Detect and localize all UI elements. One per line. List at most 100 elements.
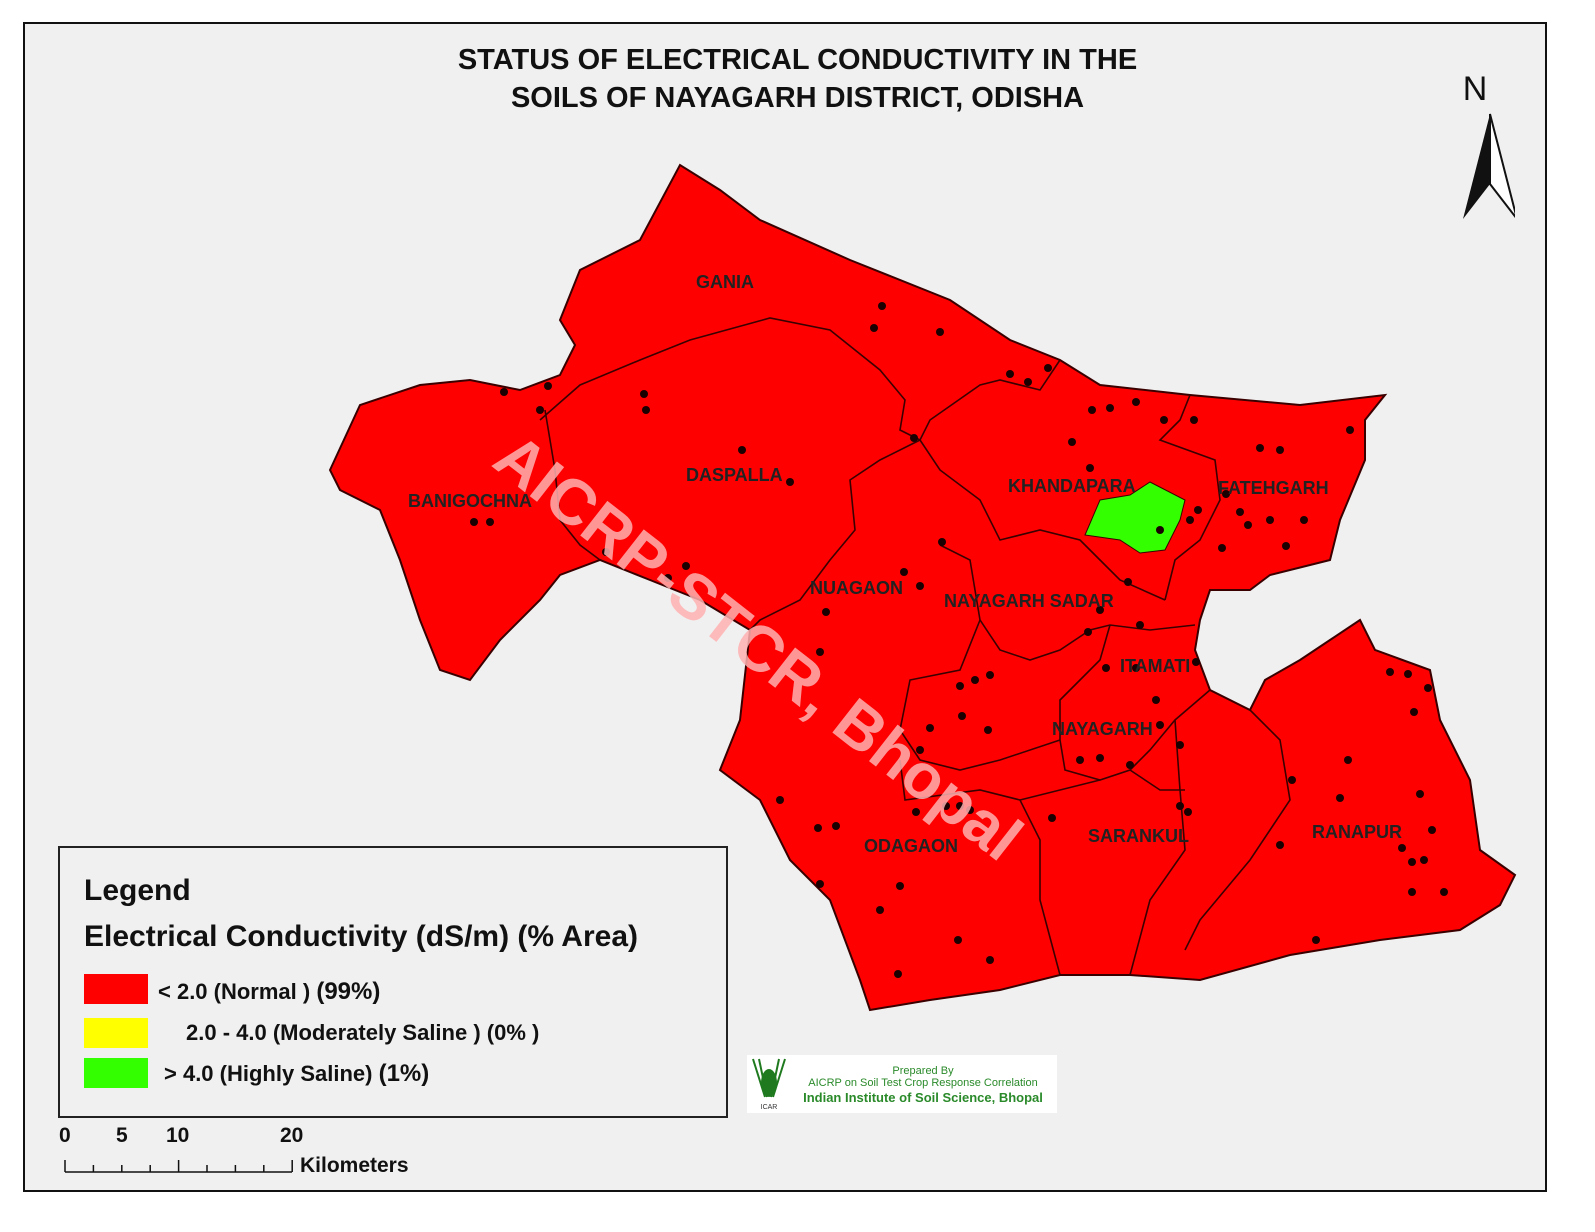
- sample-point: [1152, 696, 1160, 704]
- map-title-line1: STATUS OF ELECTRICAL CONDUCTIVITY IN THE: [457, 44, 1138, 76]
- sample-point: [1136, 621, 1144, 629]
- sample-point: [1440, 888, 1448, 896]
- block-label: FATEHGARH: [1218, 478, 1329, 498]
- block-label: ODAGAON: [864, 836, 958, 856]
- scale-tick-5: 5: [116, 1124, 128, 1147]
- legend-heading: Legend: [84, 874, 191, 907]
- sample-point: [822, 608, 830, 616]
- sample-point: [1024, 378, 1032, 386]
- sample-point: [1160, 416, 1168, 424]
- svg-text:ICAR: ICAR: [761, 1104, 778, 1111]
- sample-point: [1132, 664, 1140, 672]
- sample-point: [870, 324, 878, 332]
- legend-label-normal: < 2.0 (Normal ) (99%): [158, 978, 381, 1005]
- sample-point: [1156, 721, 1164, 729]
- sample-point: [1190, 416, 1198, 424]
- sample-point: [640, 390, 648, 398]
- sample-point: [1300, 516, 1308, 524]
- sample-point: [832, 822, 840, 830]
- sample-point: [1398, 844, 1406, 852]
- sample-point: [776, 796, 784, 804]
- block-label: NAYAGARH SADAR: [944, 591, 1114, 611]
- sample-point: [1420, 856, 1428, 864]
- sample-point: [738, 446, 746, 454]
- sample-point: [1288, 776, 1296, 784]
- credit-box: ICAR Prepared By AICRP on Soil Test Crop…: [747, 1055, 1057, 1113]
- legend-label-moderate: 2.0 - 4.0 (Moderately Saline ) (0% ): [186, 1020, 540, 1045]
- legend-swatch-moderate: [84, 1018, 148, 1048]
- sample-point: [682, 562, 690, 570]
- sample-point: [1428, 826, 1436, 834]
- sample-point: [1336, 794, 1344, 802]
- sample-point: [1106, 404, 1114, 412]
- sample-point: [544, 382, 552, 390]
- sample-point: [1084, 628, 1092, 636]
- sample-point: [1410, 708, 1418, 716]
- sample-point: [786, 478, 794, 486]
- block-label: RANAPUR: [1312, 822, 1402, 842]
- scale-tick-20: 20: [280, 1124, 304, 1147]
- sample-point: [938, 538, 946, 546]
- sample-point: [1186, 516, 1194, 524]
- sample-point: [1218, 544, 1226, 552]
- sample-point: [916, 746, 924, 754]
- legend-subheading: Electrical Conductivity (dS/m) (% Area): [84, 920, 639, 953]
- sample-point: [1086, 464, 1094, 472]
- sample-point: [1076, 756, 1084, 764]
- highly-saline-patch: [1084, 481, 1186, 554]
- sample-point: [1176, 802, 1184, 810]
- sample-point: [1424, 684, 1432, 692]
- sample-point: [942, 802, 950, 810]
- sample-point: [876, 906, 884, 914]
- sample-point: [878, 302, 886, 310]
- sample-point: [954, 936, 962, 944]
- sample-point: [642, 406, 650, 414]
- legend-swatch-normal: [84, 974, 148, 1004]
- sample-point: [986, 671, 994, 679]
- sample-point: [1416, 790, 1424, 798]
- sample-point: [900, 568, 908, 576]
- sample-point: [1006, 370, 1014, 378]
- sample-point: [1386, 668, 1394, 676]
- sample-point: [916, 582, 924, 590]
- sample-point: [1244, 521, 1252, 529]
- sample-point: [1194, 506, 1202, 514]
- sample-point: [814, 824, 822, 832]
- sample-point: [1124, 578, 1132, 586]
- sample-point: [1192, 658, 1200, 666]
- sample-point: [1256, 444, 1264, 452]
- sample-point: [1404, 670, 1412, 678]
- sample-point: [894, 970, 902, 978]
- sample-point: [1096, 754, 1104, 762]
- sample-point: [966, 806, 974, 814]
- scale-bar-ruler: [64, 1160, 293, 1173]
- sample-point: [1408, 858, 1416, 866]
- legend-swatch-high: [84, 1058, 148, 1088]
- sample-point: [896, 882, 904, 890]
- sample-point: [1102, 664, 1110, 672]
- sample-point: [1282, 542, 1290, 550]
- sample-point: [1176, 741, 1184, 749]
- sample-point: [1096, 606, 1104, 614]
- sample-point: [910, 434, 918, 442]
- sample-point: [926, 724, 934, 732]
- sample-point: [1236, 508, 1244, 516]
- sample-point: [1184, 808, 1192, 816]
- north-label: N: [1462, 70, 1488, 108]
- sample-point: [936, 328, 944, 336]
- sample-point: [912, 808, 920, 816]
- block-label: BANIGOCHNA: [408, 491, 532, 511]
- map-title-line2: SOILS OF NAYAGARH DISTRICT, ODISHA: [510, 82, 1085, 114]
- sample-point: [1048, 814, 1056, 822]
- sample-point: [1132, 398, 1140, 406]
- sample-point: [1276, 841, 1284, 849]
- scale-unit: Kilometers: [300, 1154, 409, 1177]
- sample-point: [1276, 446, 1284, 454]
- block-label: NUAGAON: [810, 578, 903, 598]
- sample-point: [816, 880, 824, 888]
- sample-point: [986, 956, 994, 964]
- legend: Legend Electrical Conductivity (dS/m) (%…: [58, 846, 728, 1118]
- legend-label-high: > 4.0 (Highly Saline) (1%): [164, 1060, 430, 1087]
- sample-point: [971, 676, 979, 684]
